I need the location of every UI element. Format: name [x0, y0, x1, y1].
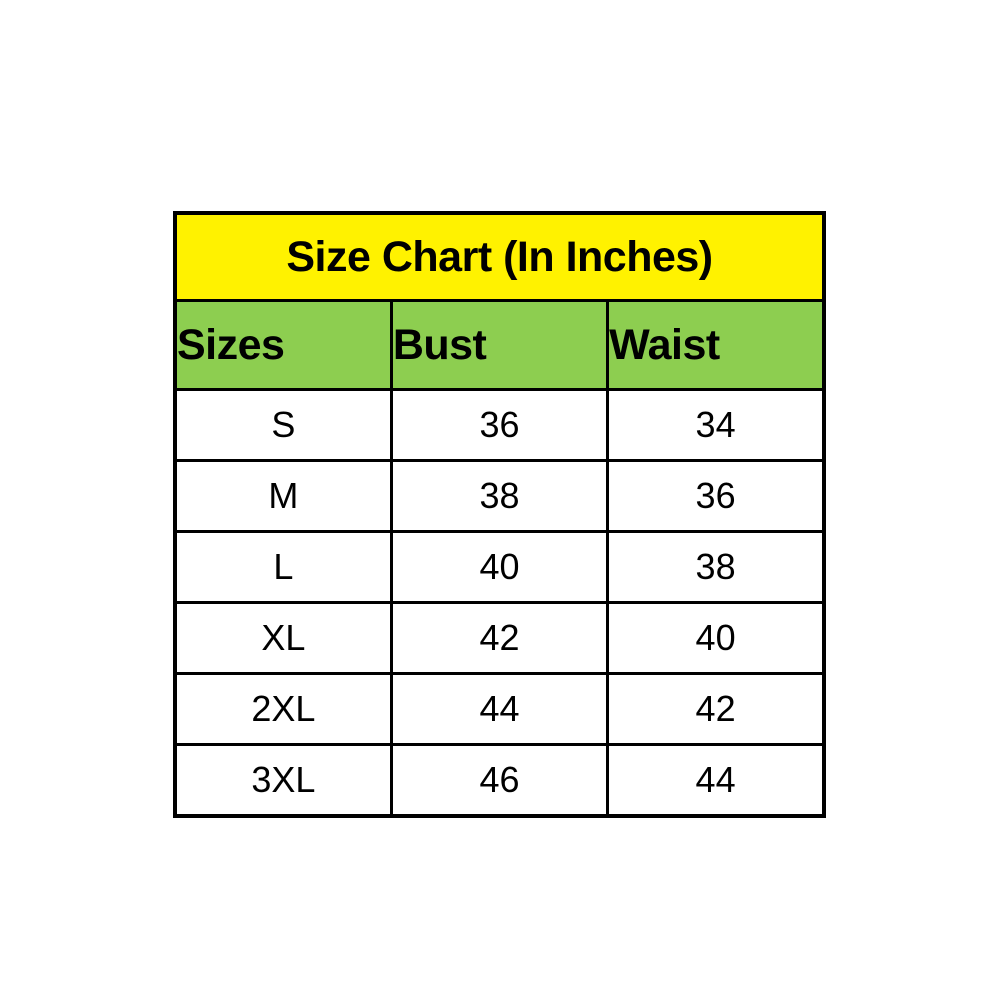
cell-waist: 36	[606, 459, 826, 533]
cell-size: M	[173, 459, 393, 533]
column-header-sizes: Sizes	[173, 299, 393, 391]
size-chart-title-row: Size Chart (In Inches)	[173, 211, 826, 302]
cell-bust: 36	[389, 388, 610, 462]
table-row: S 36 34	[173, 388, 826, 462]
cell-waist: 38	[606, 530, 826, 604]
cell-bust: 44	[389, 672, 610, 746]
cell-bust: 46	[389, 743, 610, 818]
cell-waist: 34	[606, 388, 826, 462]
cell-size: 3XL	[173, 743, 393, 818]
cell-size: L	[173, 530, 393, 604]
cell-waist: 42	[606, 672, 826, 746]
size-chart-container: Size Chart (In Inches) Sizes Bust Waist …	[173, 211, 826, 818]
cell-bust: 40	[389, 530, 610, 604]
cell-waist: 44	[606, 743, 826, 818]
cell-size: 2XL	[173, 672, 393, 746]
size-chart-header-row: Sizes Bust Waist	[173, 299, 826, 391]
table-row: XL 42 40	[173, 601, 826, 675]
size-chart-table: Size Chart (In Inches) Sizes Bust Waist …	[173, 211, 826, 818]
cell-size: S	[173, 388, 393, 462]
cell-bust: 42	[389, 601, 610, 675]
table-row: M 38 36	[173, 459, 826, 533]
size-chart-title: Size Chart (In Inches)	[173, 211, 826, 302]
column-header-waist: Waist	[606, 299, 826, 391]
table-row: 2XL 44 42	[173, 672, 826, 746]
column-header-bust: Bust	[389, 299, 610, 391]
table-row: 3XL 46 44	[173, 743, 826, 818]
cell-waist: 40	[606, 601, 826, 675]
cell-bust: 38	[389, 459, 610, 533]
cell-size: XL	[173, 601, 393, 675]
table-row: L 40 38	[173, 530, 826, 604]
